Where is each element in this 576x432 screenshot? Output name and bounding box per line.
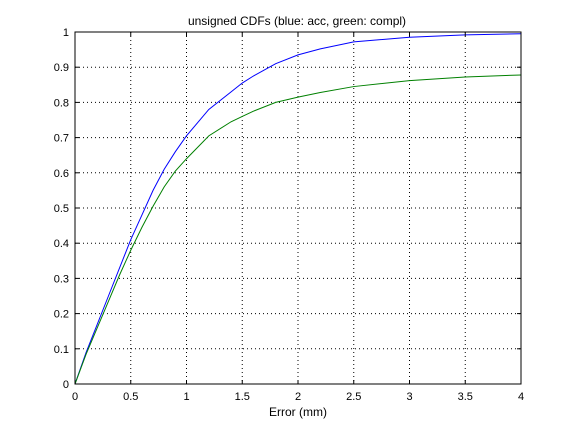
y-tick-label: 0.4 (54, 238, 69, 250)
x-tick-label: 3 (406, 391, 412, 403)
series-lines (74, 33, 522, 385)
y-tick-label: 0.8 (54, 97, 69, 109)
grid-lines (75, 32, 521, 384)
y-tick-label: 1 (63, 27, 69, 39)
chart-title: unsigned CDFs (blue: acc, green: compl) (188, 14, 406, 28)
axis-ticks (74, 31, 522, 385)
y-tick-label: 0.6 (54, 168, 69, 180)
x-tick-label: 0.5 (123, 391, 138, 403)
series-line-green (74, 74, 522, 385)
x-tick-label: 4 (518, 391, 524, 403)
x-tick-label: 2 (295, 391, 301, 403)
x-tick-labels: 0 0.5 1 1.5 2 2.5 3 3.5 4 (72, 391, 524, 403)
x-tick-label: 3.5 (458, 391, 473, 403)
y-tick-label: 0 (63, 379, 69, 391)
x-tick-label: 1.5 (235, 391, 250, 403)
y-tick-labels: 0 0.1 0.2 0.3 0.4 0.5 0.6 0.7 0.8 0.9 1 (54, 27, 69, 391)
x-tick-label: 0 (72, 391, 78, 403)
y-tick-label: 0.5 (54, 203, 69, 215)
y-tick-label: 0.3 (54, 273, 69, 285)
y-tick-label: 0.1 (54, 344, 69, 356)
x-axis-label: Error (mm) (269, 405, 327, 419)
y-tick-label: 0.2 (54, 309, 69, 321)
y-tick-label: 0.9 (54, 62, 69, 74)
x-tick-label: 1 (183, 391, 189, 403)
y-tick-label: 0.7 (54, 133, 69, 145)
series-line-blue (74, 33, 522, 385)
x-tick-label: 2.5 (346, 391, 361, 403)
